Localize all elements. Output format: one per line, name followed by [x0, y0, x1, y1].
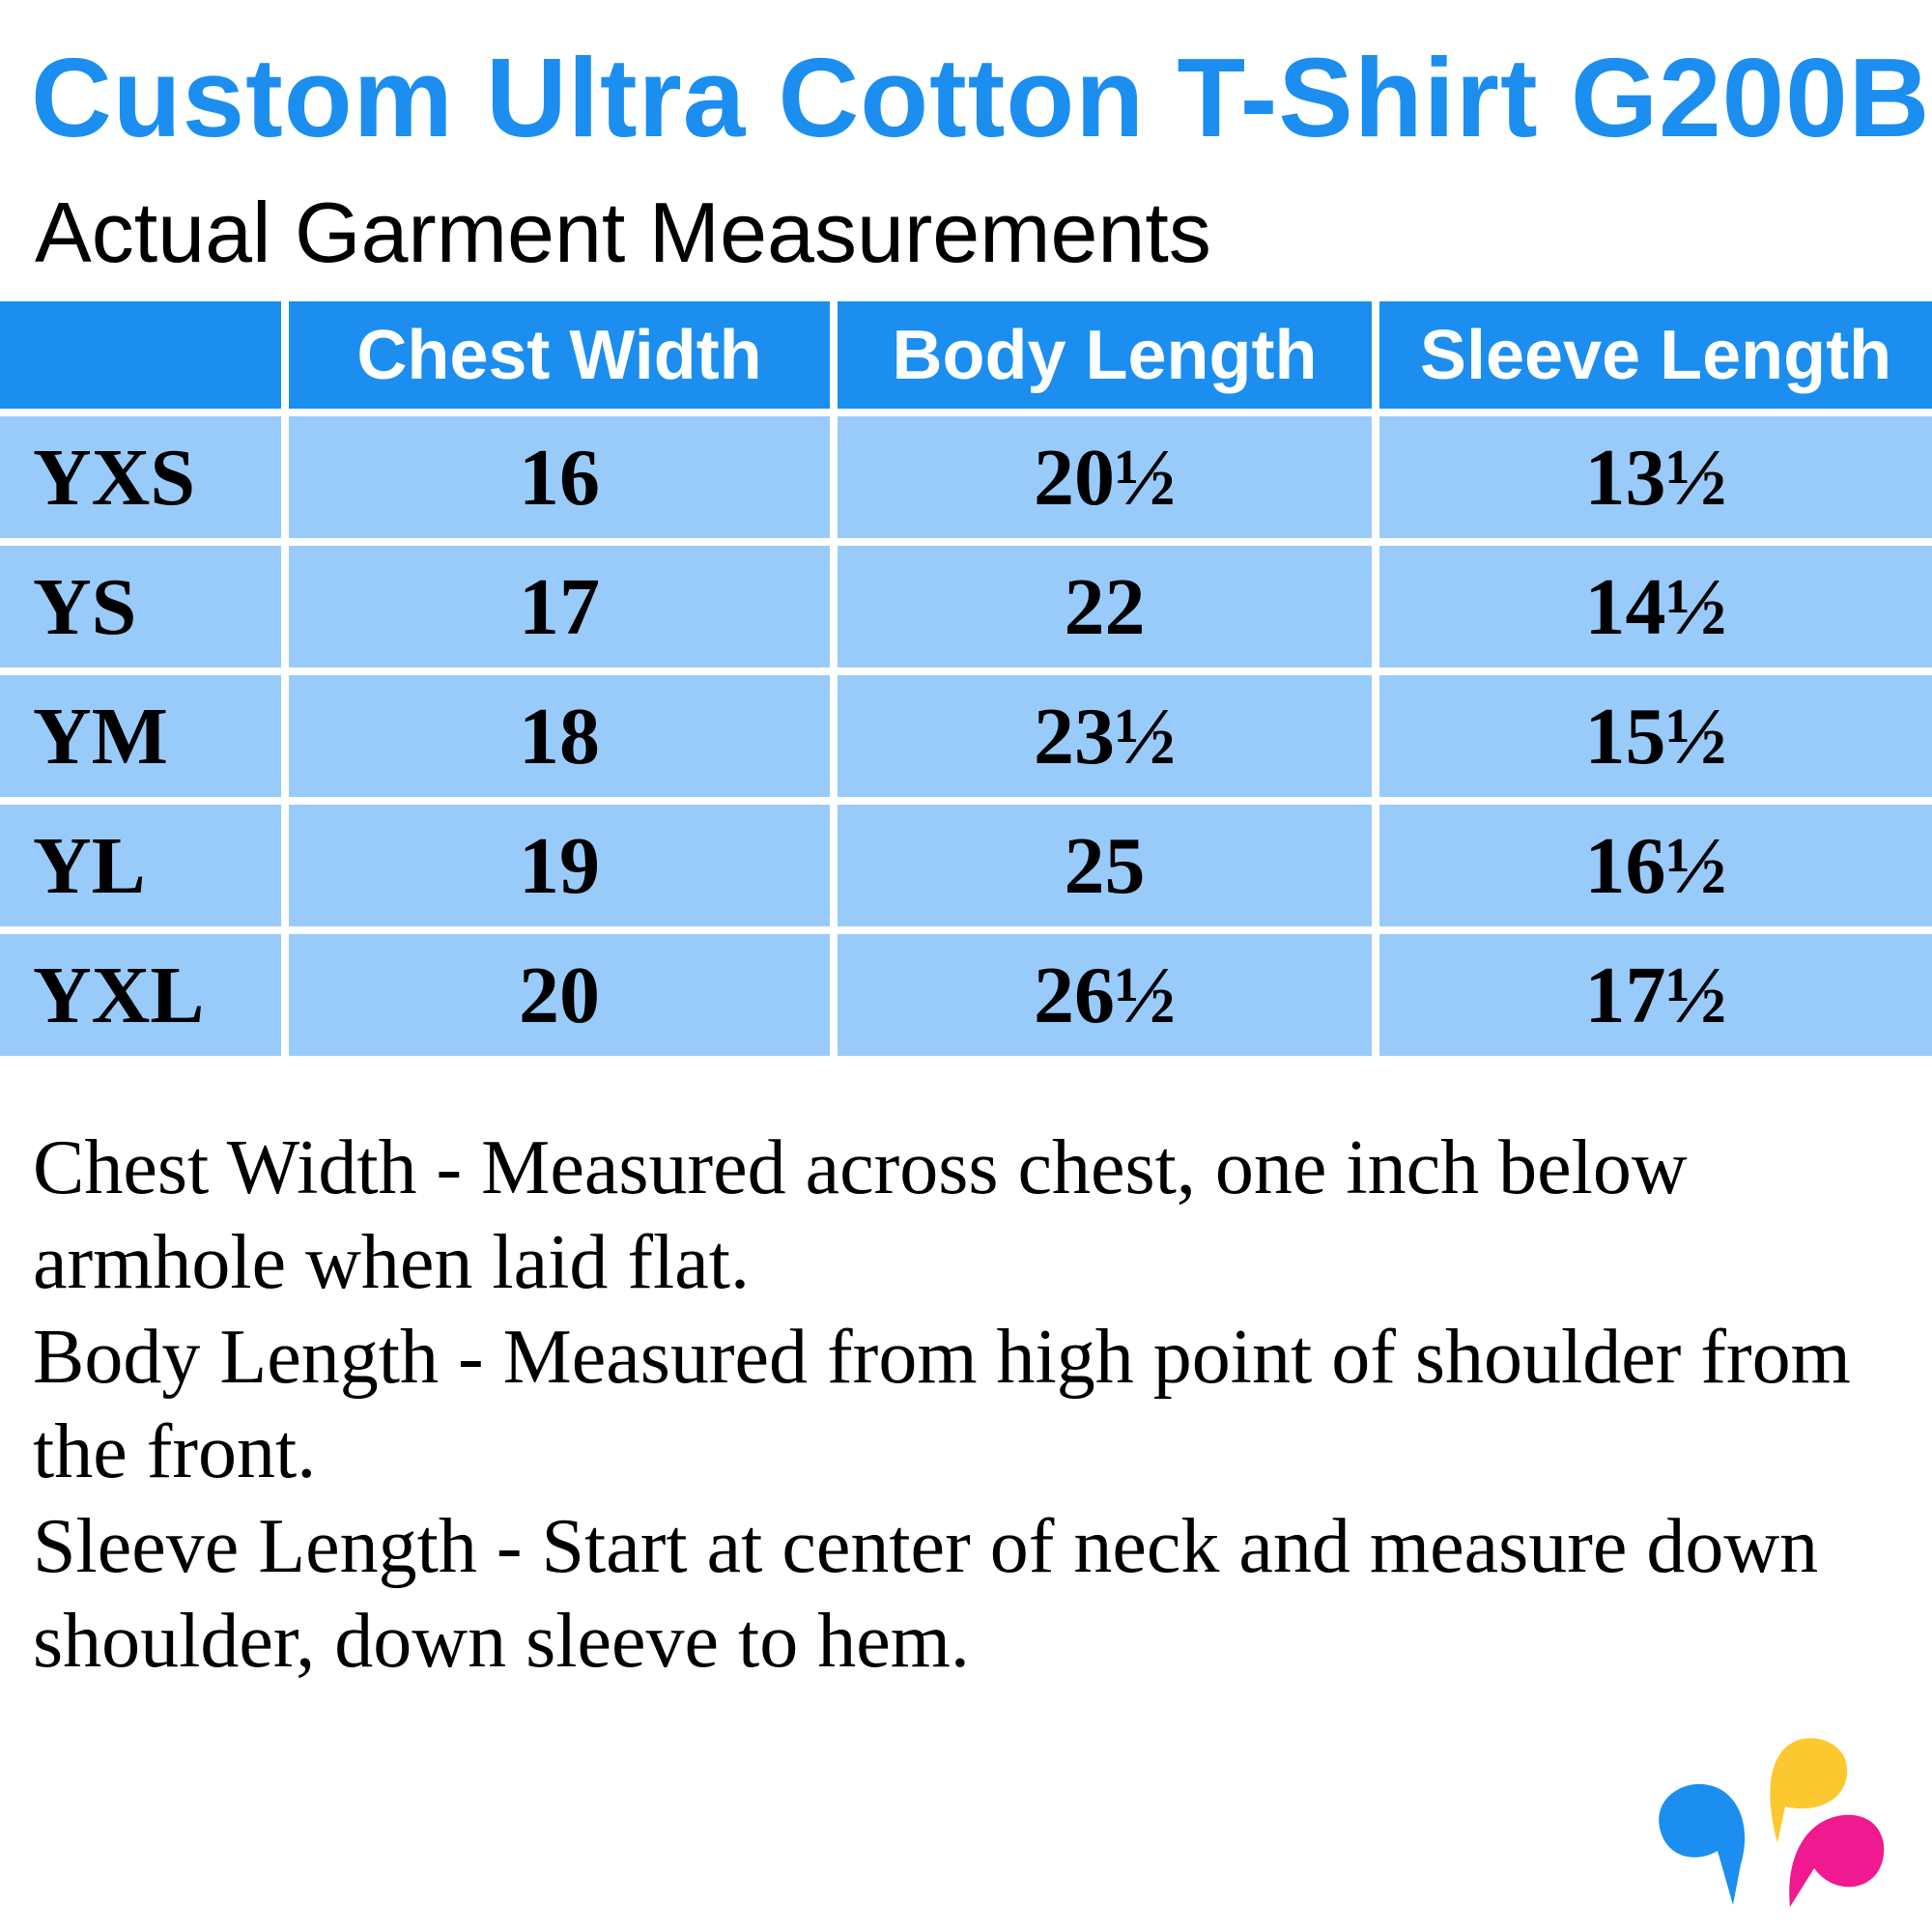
sleeve-cell: 13½	[1379, 416, 1932, 538]
note-chest-width: Chest Width - Measured across chest, one…	[33, 1125, 1688, 1305]
body-cell: 22	[838, 546, 1372, 668]
logo-pink-drop	[1789, 1814, 1885, 1907]
body-cell: 26½	[838, 934, 1372, 1056]
size-cell: YXS	[0, 416, 281, 538]
logo-blue-drop	[1659, 1783, 1746, 1905]
header-cell-size	[0, 301, 281, 409]
size-cell: YM	[0, 675, 281, 797]
chest-cell: 16	[289, 416, 830, 538]
chest-cell: 18	[289, 675, 830, 797]
body-cell: 20½	[838, 416, 1372, 538]
sleeve-cell: 14½	[1379, 546, 1932, 668]
header-cell-body-length: Body Length	[838, 301, 1372, 409]
header-cell-chest-width: Chest Width	[289, 301, 830, 409]
page-subtitle: Actual Garment Measurements	[35, 185, 1211, 280]
sleeve-cell: 16½	[1379, 805, 1932, 926]
sleeve-cell: 17½	[1379, 934, 1932, 1056]
chest-cell: 20	[289, 934, 830, 1056]
size-table: Chest Width Body Length Sleeve Length YX…	[0, 301, 1932, 1056]
measurement-notes: Chest Width - Measured across chest, one…	[33, 1121, 1917, 1689]
page-title: Custom Ultra Cotton T-Shirt G200B	[31, 35, 1931, 160]
chest-cell: 17	[289, 546, 830, 668]
note-sleeve-length: Sleeve Length - Start at center of neck …	[33, 1504, 1819, 1684]
note-body-length: Body Length - Measured from high point o…	[33, 1315, 1851, 1494]
body-cell: 25	[838, 805, 1372, 926]
chest-cell: 19	[289, 805, 830, 926]
body-cell: 23½	[838, 675, 1372, 797]
sleeve-cell: 15½	[1379, 675, 1932, 797]
size-cell: YXL	[0, 934, 281, 1056]
logo-yellow-drop	[1770, 1738, 1848, 1843]
size-cell: YL	[0, 805, 281, 926]
size-cell: YS	[0, 546, 281, 668]
header-cell-sleeve-length: Sleeve Length	[1379, 301, 1932, 409]
brand-logo	[1659, 1738, 1885, 1907]
